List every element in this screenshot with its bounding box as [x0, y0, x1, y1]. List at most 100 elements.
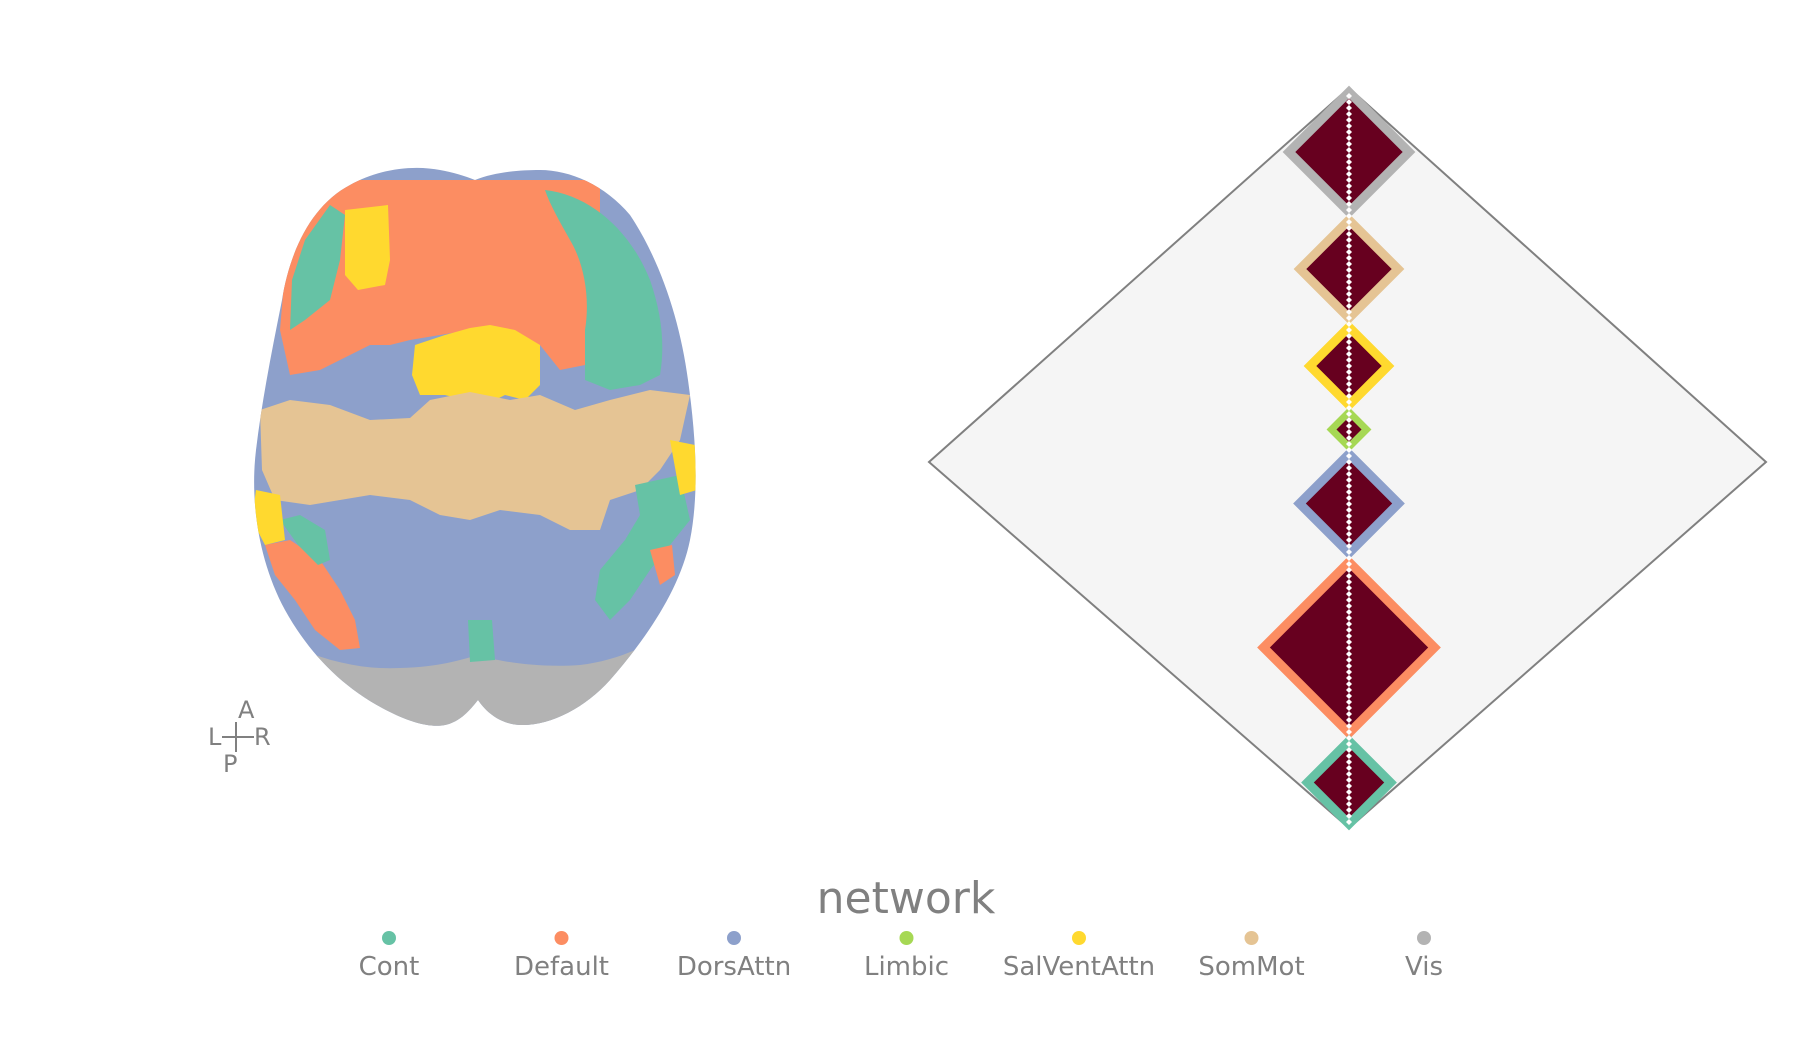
legend-marker-vis: [1417, 931, 1431, 945]
legend-item-default: Default: [514, 931, 609, 982]
diagonal-cell: [1346, 543, 1352, 549]
diagonal-cell: [1346, 357, 1352, 363]
diagonal-cell: [1346, 633, 1352, 639]
diagonal-cell: [1346, 117, 1352, 123]
legend-label-salventattn: SalVentAttn: [1003, 952, 1155, 982]
brain-region-salventattn-leftlateral: [254, 490, 285, 545]
brain-region-sommot: [260, 390, 690, 530]
diagonal-cell: [1346, 189, 1352, 195]
legend-item-vis: Vis: [1405, 931, 1443, 982]
diagonal-cell: [1346, 459, 1352, 465]
diagonal-cell: [1346, 795, 1352, 801]
diagonal-cell: [1346, 321, 1352, 327]
network-blocks: [1257, 85, 1441, 831]
diagonal-cell: [1346, 429, 1352, 435]
diagonal-cell: [1346, 681, 1352, 687]
diagonal-cell: [1346, 777, 1352, 783]
diagonal-cell: [1346, 399, 1352, 405]
legend-title: network: [817, 873, 996, 924]
diagonal-cell: [1346, 789, 1352, 795]
diagonal-cell: [1346, 465, 1352, 471]
diagonal-cell: [1346, 663, 1352, 669]
legend-item-cont: Cont: [359, 931, 420, 982]
legend-items: Cont Default DorsAttn Limbic SalVentAttn SomM…: [359, 931, 1443, 982]
diagonal-cell: [1346, 489, 1352, 495]
diagonal-cell: [1346, 339, 1352, 345]
diagonal-cell: [1346, 807, 1352, 813]
diagonal-cell: [1346, 207, 1352, 213]
diagonal-cell: [1346, 723, 1352, 729]
legend-marker-limbic: [899, 931, 914, 945]
diagonal-cell: [1346, 483, 1352, 489]
diagonal-cell: [1346, 159, 1352, 165]
diagonal-cell: [1346, 603, 1352, 609]
diagonal-cell: [1346, 711, 1352, 717]
diagonal-cell: [1346, 273, 1352, 279]
diagonal-cell: [1346, 699, 1352, 705]
diagonal-cell: [1346, 549, 1352, 555]
diagonal-cell: [1346, 255, 1352, 261]
legend-label-cont: Cont: [359, 952, 420, 982]
diagonal-cell: [1346, 291, 1352, 297]
orientation-left-label: L: [208, 723, 222, 751]
diagonal-cell: [1346, 99, 1352, 105]
diagonal-cell: [1346, 297, 1352, 303]
legend-marker-salventattn: [1072, 931, 1086, 945]
brain-region-cont-midline: [468, 620, 495, 662]
diagonal-cell: [1346, 327, 1352, 333]
diagonal-cell: [1346, 261, 1352, 267]
diagonal-cell: [1346, 753, 1352, 759]
diagonal-cell: [1346, 243, 1352, 249]
diagonal-cell: [1346, 381, 1352, 387]
diagonal-cell: [1346, 309, 1352, 315]
diagonal-cell: [1346, 471, 1352, 477]
diagonal-cell: [1346, 639, 1352, 645]
diagonal-cell: [1346, 351, 1352, 357]
diagonal-cell: [1346, 555, 1352, 561]
diagonal-cell: [1346, 111, 1352, 117]
legend-item-limbic: Limbic: [864, 931, 949, 982]
diagonal-cell: [1346, 279, 1352, 285]
diagonal-cell: [1346, 333, 1352, 339]
diagonal-cell: [1346, 267, 1352, 273]
brain-region-salventattn-leftfrontal: [345, 205, 390, 290]
diagonal-cell: [1346, 477, 1352, 483]
diagonal-cell: [1346, 645, 1352, 651]
legend-item-sommot: SomMot: [1198, 931, 1305, 982]
legend-item-salventattn: SalVentAttn: [1003, 931, 1155, 982]
legend-label-vis: Vis: [1405, 952, 1443, 982]
legend-marker-dorsattn: [727, 931, 741, 945]
diagonal-cell: [1346, 687, 1352, 693]
diagonal-cell: [1346, 363, 1352, 369]
diagonal-cell: [1346, 609, 1352, 615]
diagonal-cell: [1346, 147, 1352, 153]
brain-region-default-rightposterior: [650, 545, 675, 585]
brain-region-salventattn-rightlateral: [670, 440, 696, 495]
orientation-right-label: R: [254, 723, 271, 751]
diagonal-cell: [1346, 717, 1352, 723]
diagonal-cell: [1346, 213, 1352, 219]
diagonal-cell: [1346, 417, 1352, 423]
diagonal-cell: [1346, 225, 1352, 231]
matrix-diagonal: [1346, 93, 1352, 825]
diagonal-cell: [1346, 591, 1352, 597]
diagonal-cell: [1346, 405, 1352, 411]
diagonal-cell: [1346, 105, 1352, 111]
diagonal-cell: [1346, 573, 1352, 579]
legend: network Cont Default DorsAttn Limbic SalVent…: [359, 873, 1443, 982]
diagonal-cell: [1346, 201, 1352, 207]
diagonal-cell: [1346, 231, 1352, 237]
diagonal-cell: [1346, 819, 1352, 825]
diagonal-cell: [1346, 513, 1352, 519]
diagonal-cell: [1346, 627, 1352, 633]
diagonal-cell: [1346, 135, 1352, 141]
brain-region-cont-rightposterior: [595, 475, 690, 620]
diagonal-cell: [1346, 183, 1352, 189]
diagonal-cell: [1346, 531, 1352, 537]
diagonal-cell: [1346, 345, 1352, 351]
legend-label-limbic: Limbic: [864, 952, 949, 982]
diagonal-cell: [1346, 561, 1352, 567]
diagonal-cell: [1346, 165, 1352, 171]
diagonal-cell: [1346, 447, 1352, 453]
